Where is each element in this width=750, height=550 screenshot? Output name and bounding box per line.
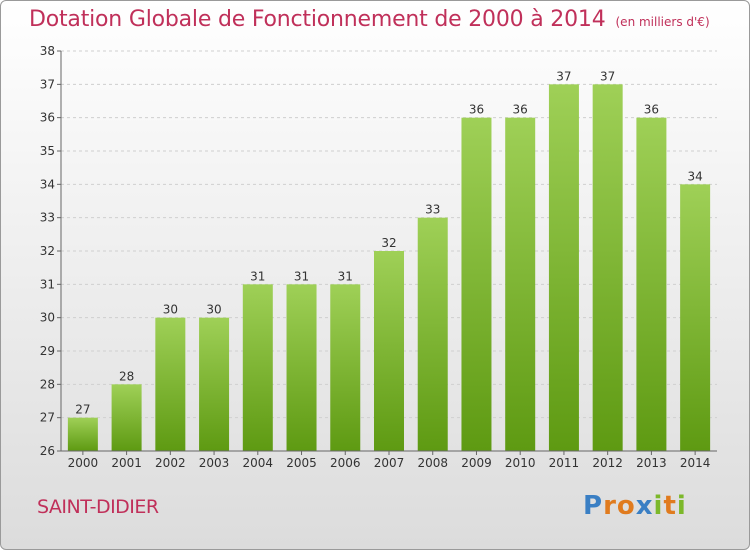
data-label: 34 (687, 169, 702, 183)
x-tick-label: 2009 (461, 456, 492, 470)
chart-title: Dotation Globale de Fonctionnement de 20… (29, 7, 606, 32)
logo-letter: x (635, 491, 654, 521)
bar (155, 317, 186, 451)
bar (417, 217, 448, 451)
x-tick-label: 2006 (330, 456, 361, 470)
bar (374, 251, 404, 451)
bar (111, 384, 142, 451)
logo-letter: i (653, 491, 664, 521)
axes (60, 51, 717, 452)
data-label: 36 (513, 103, 528, 117)
y-tick-label: 34 (40, 177, 55, 191)
logo-letter: o (616, 491, 636, 521)
y-tick-label: 29 (40, 344, 55, 358)
data-label: 31 (338, 269, 353, 283)
y-tick-label: 30 (40, 311, 55, 325)
data-label: 33 (425, 203, 440, 217)
bar (242, 284, 273, 451)
logo-letter: r (603, 491, 617, 521)
bar (680, 184, 711, 452)
bar (592, 84, 623, 451)
data-label: 32 (381, 236, 396, 250)
data-label: 37 (600, 69, 615, 83)
y-tick-label: 32 (40, 244, 55, 258)
x-axis-ticks: 2000 2001 2002 2003 2004 2005 2006 2007 2008 2009… (68, 451, 711, 470)
x-tick-label: 2007 (374, 456, 405, 470)
logo-letter: t (663, 491, 677, 521)
logo-letter: i (676, 491, 687, 521)
y-tick-label: 31 (40, 277, 55, 291)
proxiti-logo[interactable]: Proxiti (583, 491, 687, 521)
x-tick-label: 2002 (155, 456, 186, 470)
x-tick-label: 2011 (549, 456, 580, 470)
commune-name: SAINT-DIDIER (37, 496, 159, 518)
data-label: 27 (75, 403, 90, 417)
bar (461, 117, 492, 452)
y-tick-label: 37 (40, 77, 55, 91)
x-tick-label: 2003 (199, 456, 230, 470)
bar (548, 84, 579, 451)
y-axis-ticks: 26 27 28 29 30 31 32 33 34 35 36 37 38 (40, 44, 61, 458)
data-label: 31 (294, 269, 309, 283)
bar (199, 317, 230, 451)
bar (330, 284, 361, 451)
data-label: 30 (206, 303, 221, 317)
bar (286, 284, 317, 451)
y-tick-label: 38 (40, 44, 55, 58)
chart-subtitle: (en milliers d'€) (615, 15, 710, 29)
data-label: 31 (250, 269, 265, 283)
bar (505, 117, 536, 452)
y-tick-label: 35 (40, 144, 55, 158)
x-tick-label: 2010 (505, 456, 536, 470)
x-tick-label: 2001 (111, 456, 142, 470)
bars (67, 84, 711, 452)
data-label: 30 (163, 303, 178, 317)
y-tick-label: 36 (40, 111, 55, 125)
x-tick-label: 2005 (286, 456, 317, 470)
x-tick-label: 2012 (592, 456, 623, 470)
data-label: 36 (469, 103, 484, 117)
x-tick-label: 2000 (68, 456, 99, 470)
data-labels: 27 28 30 30 31 31 31 32 33 36 36 37 37 36 34 (75, 69, 703, 416)
x-tick-label: 2014 (680, 456, 711, 470)
bar (67, 417, 98, 451)
bar (636, 117, 667, 452)
title-row: Dotation Globale de Fonctionnement de 20… (29, 7, 710, 32)
y-tick-label: 33 (40, 211, 55, 225)
x-tick-label: 2013 (636, 456, 667, 470)
data-label: 37 (556, 69, 571, 83)
y-tick-label: 28 (40, 377, 55, 391)
y-tick-label: 27 (40, 411, 55, 425)
x-tick-label: 2004 (243, 456, 274, 470)
logo-letter: P (583, 491, 604, 521)
x-tick-label: 2008 (417, 456, 448, 470)
data-label: 36 (644, 103, 659, 117)
y-tick-label: 26 (40, 444, 55, 458)
data-label: 28 (119, 369, 134, 383)
